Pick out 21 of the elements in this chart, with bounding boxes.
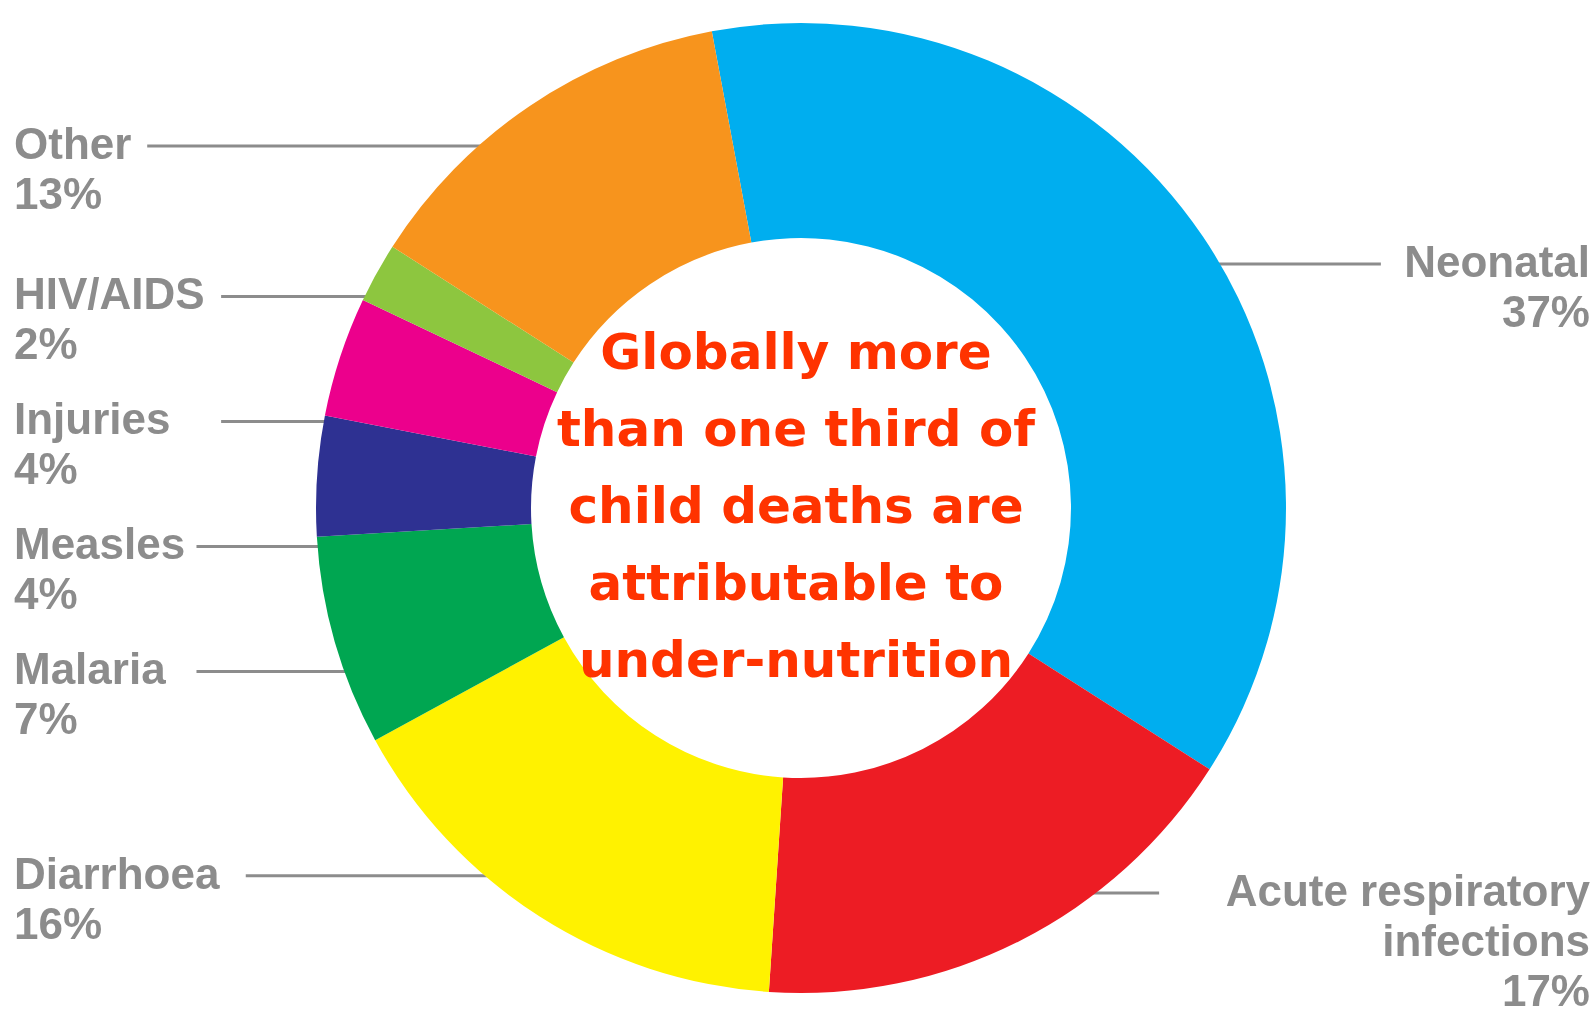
data-label: 4% <box>14 569 78 619</box>
data-label: 17% <box>1501 966 1590 1015</box>
slice-label: Other <box>14 119 132 169</box>
text: Globally more than one third of child deaths are attributable to under-nutrition <box>556 323 1037 689</box>
slice-label: Malaria <box>14 644 167 694</box>
donut-slice <box>316 415 536 537</box>
data-label: 37% <box>1501 286 1590 336</box>
donut-slice <box>316 524 564 741</box>
slice-label: Acute respiratory infections <box>1225 866 1591 965</box>
slice-label: Neonatal <box>1404 236 1590 286</box>
data-label: 16% <box>14 898 103 948</box>
data-label: 7% <box>14 694 78 744</box>
slice-label: Injuries <box>14 394 171 444</box>
slice-label: HIV/AIDS <box>14 269 205 319</box>
slice-label: Measles <box>14 519 186 569</box>
data-label: 2% <box>14 319 78 369</box>
slice-label: Diarrhoea <box>14 848 220 898</box>
donut-slice <box>362 246 574 393</box>
donut-slice <box>324 299 558 457</box>
data-label: 4% <box>14 444 78 494</box>
data-label: 13% <box>14 169 103 219</box>
